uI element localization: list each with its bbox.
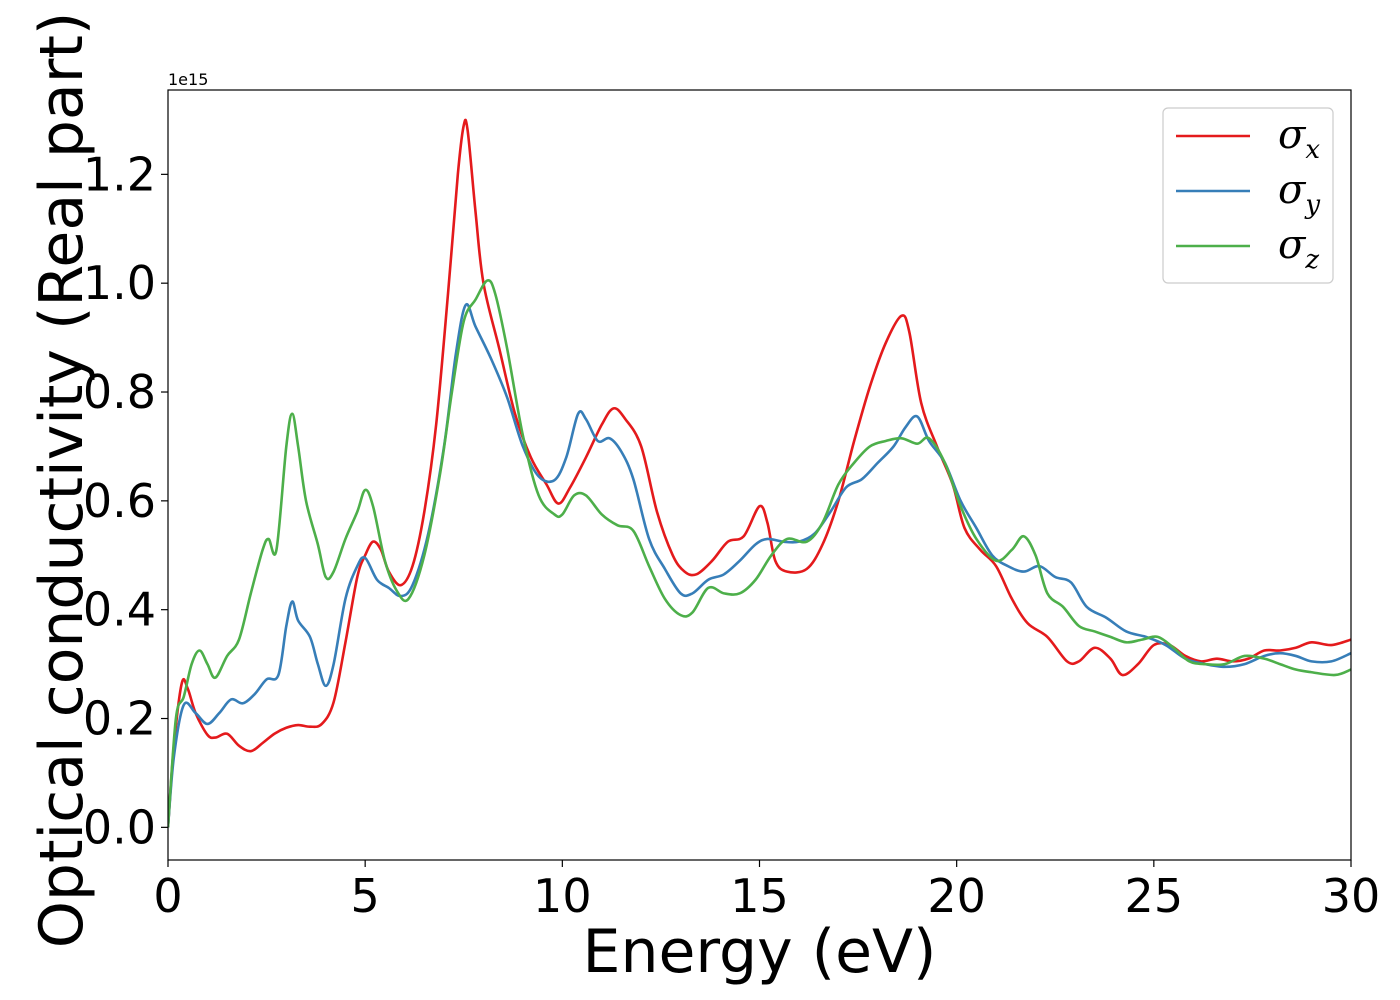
y-axis-title: Optical conductivity (Real part): [27, 12, 97, 949]
x-tick-label: 20: [927, 869, 986, 923]
series-line-z: [168, 279, 1351, 828]
y-tick-label: 0.4: [83, 583, 156, 637]
series-line-y: [168, 302, 1351, 828]
y-tick-label: 0.6: [83, 474, 156, 528]
series-line-x: [168, 118, 1351, 828]
y-offset-label: 1e15: [168, 70, 208, 89]
x-axis-title: Energy (eV): [583, 917, 937, 987]
y-tick-label: 0.8: [83, 365, 156, 419]
legend-box: [1162, 107, 1334, 284]
x-tick-label: 25: [1125, 869, 1184, 923]
x-tick-label: 5: [351, 869, 380, 923]
y-tick-label: 0.0: [83, 800, 156, 854]
x-tick-label: 30: [1322, 869, 1381, 923]
y-tick-label: 0.2: [83, 692, 156, 746]
y-axis-ticks: 0.0 0.2 0.4 0.6 0.8 1.0 1.2: [83, 147, 168, 854]
x-tick-label: 15: [730, 869, 789, 923]
y-tick-label: 1.2: [83, 147, 156, 201]
x-tick-label: 0: [153, 869, 182, 923]
x-tick-label: 10: [533, 869, 592, 923]
y-tick-label: 1.0: [83, 256, 156, 310]
series-lines: [168, 118, 1351, 828]
x-axis-ticks: 0 5 10 15 20 25 30: [153, 860, 1380, 923]
